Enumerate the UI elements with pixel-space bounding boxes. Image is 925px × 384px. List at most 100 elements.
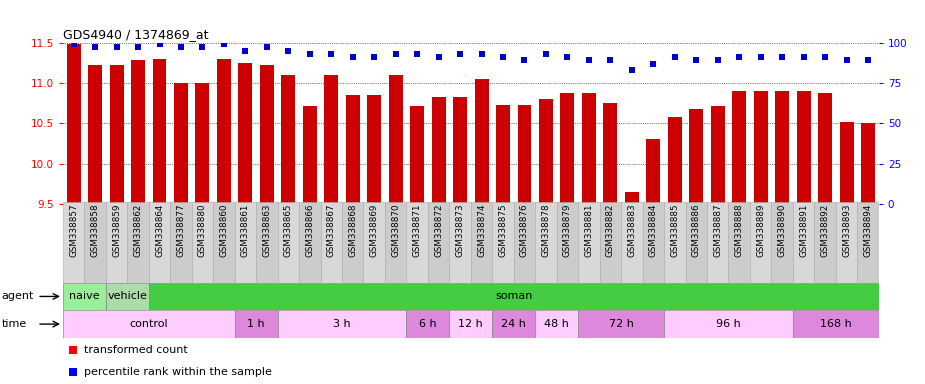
Bar [385,202,406,283]
Point [174,45,189,51]
Point [475,51,489,57]
Point [517,57,532,63]
Bar [105,202,128,283]
Bar [471,202,492,283]
Bar [578,310,664,338]
Text: GSM338878: GSM338878 [541,204,550,257]
Bar [771,202,793,283]
Text: control: control [130,319,168,329]
Text: 72 h: 72 h [609,319,634,329]
Bar [814,202,836,283]
Text: GSM338888: GSM338888 [734,204,744,257]
Bar [625,192,639,204]
Text: 6 h: 6 h [419,319,437,329]
Bar [685,202,707,283]
Bar [793,310,879,338]
Bar [170,202,191,283]
Bar [475,79,488,204]
Bar [278,310,406,338]
Bar [84,202,105,283]
Point [496,54,511,60]
Point [668,54,683,60]
Text: GSM338886: GSM338886 [692,204,701,257]
Bar [668,117,682,204]
Text: GSM338868: GSM338868 [348,204,357,257]
Text: GSM338860: GSM338860 [219,204,228,257]
Bar [775,91,789,204]
Bar [492,202,513,283]
Bar [599,202,621,283]
Bar [750,202,771,283]
Point [775,54,790,60]
Text: GSM338864: GSM338864 [155,204,164,257]
Text: 24 h: 24 h [501,319,526,329]
Text: transformed count: transformed count [84,345,188,355]
Text: GDS4940 / 1374869_at: GDS4940 / 1374869_at [63,28,208,41]
Text: GSM338892: GSM338892 [820,204,830,257]
Bar [603,103,617,204]
Bar [235,310,278,338]
Bar [149,283,879,310]
Text: GSM338881: GSM338881 [585,204,594,257]
Bar [213,202,235,283]
Point [818,54,833,60]
Bar [260,65,274,204]
Point [259,45,274,51]
Bar [428,202,450,283]
Point [538,51,553,57]
Bar [406,310,450,338]
Bar [836,202,857,283]
Point [388,51,403,57]
Bar [733,91,746,204]
Bar [63,310,235,338]
Text: GSM338882: GSM338882 [606,204,615,257]
Bar [664,202,685,283]
Text: GSM338889: GSM338889 [756,204,765,257]
Text: GSM338867: GSM338867 [327,204,336,257]
Text: GSM338879: GSM338879 [563,204,572,257]
Bar [278,202,299,283]
Bar [818,93,833,204]
Bar [582,93,596,204]
Bar [561,93,574,204]
Point [302,51,317,57]
Text: GSM338890: GSM338890 [778,204,786,257]
Bar [217,59,231,204]
Bar [517,105,532,204]
Point [452,51,467,57]
Bar [707,202,729,283]
Bar [109,65,124,204]
Text: percentile rank within the sample: percentile rank within the sample [84,367,272,377]
Text: GSM338870: GSM338870 [391,204,401,257]
Bar [325,75,339,204]
Text: vehicle: vehicle [107,291,147,301]
Point [216,41,231,47]
Point [67,41,81,47]
Bar [539,99,553,204]
Text: GSM338857: GSM338857 [69,204,78,257]
Bar [281,75,295,204]
Text: soman: soman [495,291,533,301]
Text: GSM338891: GSM338891 [799,204,808,257]
Point [195,45,210,51]
Text: GSM338863: GSM338863 [263,204,271,257]
Text: 1 h: 1 h [247,319,265,329]
Bar [149,202,170,283]
Point [109,45,124,51]
Text: time: time [2,319,27,329]
Text: 48 h: 48 h [544,319,569,329]
Point [624,67,639,73]
Bar [643,202,664,283]
Bar [174,83,188,204]
Bar [557,202,578,283]
Bar [536,310,578,338]
Bar [239,63,253,204]
Bar [513,202,536,283]
Bar [321,202,342,283]
Point [552,68,567,74]
Bar [367,95,381,204]
Text: GSM338894: GSM338894 [864,204,872,257]
Bar [388,75,402,204]
Text: GSM338877: GSM338877 [177,204,186,257]
Point [130,45,145,51]
